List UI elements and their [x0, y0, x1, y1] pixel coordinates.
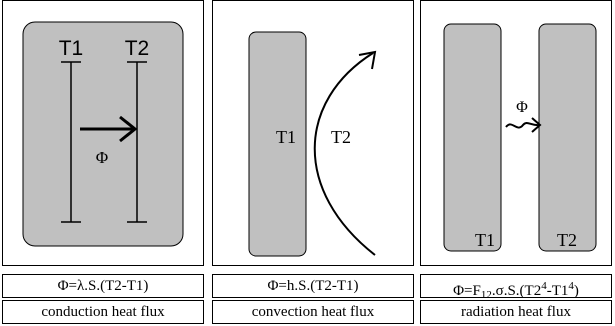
convection-diagram-panel: T1 T2 [212, 0, 414, 266]
label-t2: T2 [125, 37, 150, 60]
label-t1: T1 [475, 230, 495, 250]
radiation-diagram-panel: T1 T2 Φ [420, 0, 612, 266]
conduction-diagram-panel: T1 T2 Φ [2, 0, 204, 266]
label-t2: T2 [557, 230, 577, 250]
conduction-plate [22, 21, 184, 247]
formula-superscript-2: 4 [568, 280, 574, 292]
formula-text: Φ=λ.S.(T2-T1) [57, 278, 149, 294]
formula-middle-2: -T1 [546, 283, 569, 298]
left-plate [443, 23, 502, 252]
formula-text: Φ=h.S.(T2-T1) [267, 278, 359, 294]
convection-formula: Φ=h.S.(T2-T1) [212, 274, 414, 298]
flux-symbol: Φ [96, 148, 108, 167]
wall-plate [248, 31, 307, 257]
conduction-diagram: T1 T2 Φ [22, 21, 184, 247]
caption-text: convection heat flux [251, 304, 375, 320]
convection-diagram: T1 T2 [248, 31, 377, 257]
conduction-caption: conduction heat flux [2, 300, 204, 324]
radiation-formula: Φ=F12.σ.S.(T24-T14) [420, 274, 612, 298]
heat-flux-arrow-icon [80, 115, 138, 143]
flux-symbol: Φ [516, 99, 528, 116]
conduction-formula: Φ=λ.S.(T2-T1) [2, 274, 204, 298]
convection-flow-arrow-icon [313, 50, 377, 256]
caption-text: radiation heat flux [461, 304, 571, 320]
formula-subscript: 12 [480, 289, 492, 298]
right-plate [538, 23, 597, 252]
label-t1: T1 [59, 37, 84, 60]
caption-text: conduction heat flux [41, 304, 165, 320]
radiation-wavy-arrow-icon [505, 117, 542, 133]
radiation-diagram: T1 T2 Φ [443, 23, 597, 252]
formula-suffix: ) [573, 283, 579, 298]
formula-superscript-1: 4 [541, 280, 547, 292]
formula-prefix: Φ=F [453, 283, 481, 298]
formula-middle: .σ.S.(T2 [491, 283, 542, 298]
label-t2: T2 [331, 127, 351, 147]
label-t1: T1 [276, 127, 296, 147]
radiation-caption: radiation heat flux [420, 300, 612, 324]
convection-caption: convection heat flux [212, 300, 414, 324]
